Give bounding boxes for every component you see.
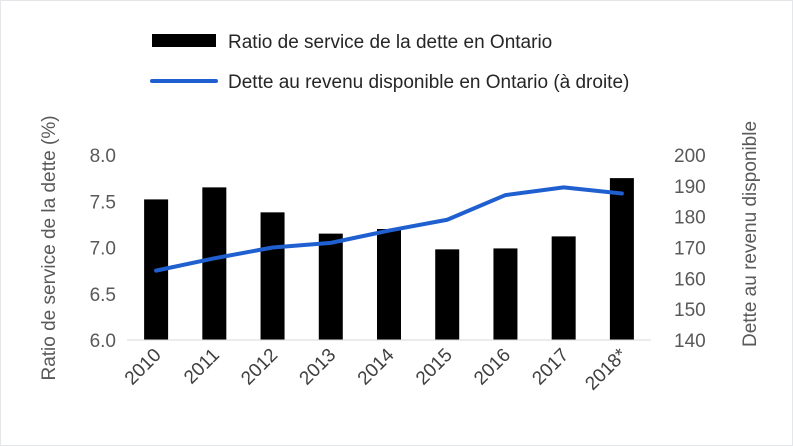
bar-2012: [260, 212, 285, 340]
x-tick-label: 2017: [528, 345, 573, 390]
x-tick-label: 2011: [180, 345, 224, 389]
y-right-axis-title: Dette au revenu disponible: [740, 121, 761, 347]
bar-2017: [551, 236, 576, 340]
x-tick-label: 2013: [296, 345, 341, 390]
legend-label-line: Dette au revenu disponible en Ontario (à…: [228, 72, 629, 93]
x-tick-label: 2016: [470, 345, 515, 390]
y-left-tick: 7.0: [90, 239, 116, 260]
bar-2018: [609, 178, 634, 340]
x-tick-label: 2018*: [581, 344, 631, 394]
debt-income-line: [154, 185, 624, 273]
bar-2013: [318, 233, 343, 340]
legend-label-bar: Ratio de service de la dette en Ontario: [228, 32, 552, 53]
bar-2014: [377, 229, 401, 340]
y-left-tick: 7.5: [90, 192, 116, 213]
y-right-tick: 190: [674, 177, 706, 198]
x-tick-label: 2014: [354, 344, 399, 389]
x-tick-label: 2010: [121, 345, 166, 390]
y-right-tick: 140: [674, 331, 706, 352]
y-right-tick: 170: [674, 239, 706, 260]
legend: Ratio de service de la dette en Ontario D…: [150, 32, 629, 93]
y-right-tick: 150: [674, 300, 706, 321]
bar-series: [144, 178, 634, 340]
bar-2015: [435, 249, 460, 340]
y-left-tick: 8.0: [90, 146, 116, 167]
y-left-tick: 6.0: [90, 331, 116, 352]
bar-2016: [493, 248, 518, 340]
y-right-tick: 200: [674, 146, 706, 167]
x-tick-label: 2015: [412, 345, 457, 390]
y-left-tick: 6.5: [90, 285, 116, 306]
legend-swatch-bar: [152, 34, 216, 47]
x-tick-label: 2012: [237, 345, 282, 390]
y-right-tick: 160: [674, 269, 706, 290]
line-series: [154, 185, 624, 273]
bar-2011: [202, 187, 227, 340]
y-right-tick: 180: [674, 208, 706, 229]
y-left-axis-title: Ratio de service de la dette (%): [39, 115, 60, 380]
